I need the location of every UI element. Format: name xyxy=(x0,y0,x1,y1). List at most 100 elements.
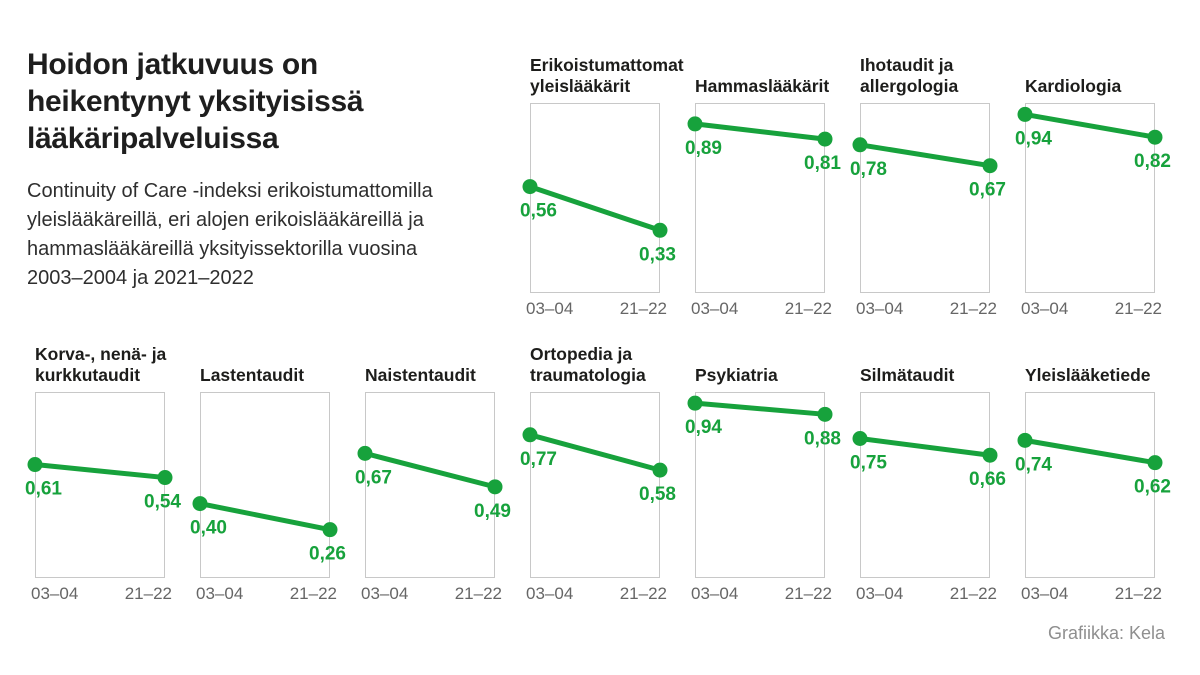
data-point-start xyxy=(687,395,703,411)
chart-title: Yleislääketiede xyxy=(1025,365,1151,385)
value-label-end: 0,54 xyxy=(144,492,181,513)
page-subtitle: Continuity of Care -indeksi erikoistumat… xyxy=(27,180,433,289)
data-point-end xyxy=(652,462,668,478)
data-point-start xyxy=(522,179,538,195)
value-label-start: 0,89 xyxy=(685,138,722,159)
x-axis-labels: 03–04 21–22 xyxy=(196,584,337,604)
value-label-end: 0,49 xyxy=(474,501,511,522)
x-axis-labels: 03–04 21–22 xyxy=(856,299,997,319)
x-tick-2122: 21–22 xyxy=(619,584,667,603)
x-tick-2122: 21–22 xyxy=(454,584,502,603)
data-point-end xyxy=(817,131,833,147)
value-label-start: 0,77 xyxy=(520,449,557,470)
x-tick-2122: 21–22 xyxy=(784,299,832,318)
line-chart-svg: 0,40 0,26 xyxy=(190,496,346,565)
data-point-end xyxy=(322,522,338,538)
chart-title: Lastentaudit xyxy=(200,365,305,385)
chart-plot-area: 0,61 0,54 xyxy=(25,392,181,578)
value-label-start: 0,74 xyxy=(1015,454,1052,475)
x-axis-labels: 03–04 21–22 xyxy=(1021,584,1162,604)
x-tick-0304: 03–04 xyxy=(361,584,409,603)
x-axis-labels: 03–04 21–22 xyxy=(856,584,997,604)
line-chart-svg: 0,94 0,88 xyxy=(685,395,841,449)
chart-title: Ihotaudit ja allergologia xyxy=(860,55,959,96)
data-point-start xyxy=(192,496,208,512)
chart-plot-area: 0,89 0,81 xyxy=(685,103,841,293)
x-axis-labels: 03–04 21–22 xyxy=(691,584,832,604)
chart-plot-area: 0,94 0,88 xyxy=(685,392,841,578)
data-point-start xyxy=(687,116,703,132)
chart-cell-5: Lastentaudit 0,40 0,26 03–04 21–22 xyxy=(190,336,346,604)
data-point-start xyxy=(522,427,538,443)
x-tick-2122: 21–22 xyxy=(124,584,172,603)
value-label-start: 0,56 xyxy=(520,201,557,222)
chart-plot-area: 0,94 0,82 xyxy=(1015,103,1171,293)
data-point-start xyxy=(357,445,373,461)
data-point-end xyxy=(1147,455,1163,471)
chart-cell-2: Ihotaudit ja allergologia 0,78 0,67 03–04 21–… xyxy=(850,47,1006,319)
value-label-end: 0,62 xyxy=(1134,477,1171,498)
x-tick-0304: 03–04 xyxy=(1021,584,1069,603)
value-label-end: 0,81 xyxy=(804,153,841,174)
data-point-end xyxy=(982,158,998,174)
chart-plot-area: 0,40 0,26 xyxy=(190,392,346,578)
line-chart-svg: 0,56 0,33 xyxy=(520,179,676,265)
chart-cell-7: Ortopedia ja traumatologia 0,77 0,58 03–04 21… xyxy=(520,336,676,604)
x-tick-2122: 21–22 xyxy=(949,584,997,603)
x-tick-2122: 21–22 xyxy=(619,299,667,318)
x-tick-2122: 21–22 xyxy=(949,299,997,318)
data-point-start xyxy=(1017,432,1033,448)
value-label-end: 0,26 xyxy=(309,544,346,565)
data-point-end xyxy=(817,406,833,422)
x-tick-0304: 03–04 xyxy=(1021,299,1069,318)
x-axis-labels: 03–04 21–22 xyxy=(31,584,172,604)
data-point-end xyxy=(652,222,668,238)
value-label-start: 0,61 xyxy=(25,479,62,500)
value-label-start: 0,94 xyxy=(685,417,722,438)
data-point-start xyxy=(852,137,868,153)
chart-title: Korva-, nenä- ja kurkkutaudit xyxy=(35,344,167,385)
chart-title: Erikoistumattomat yleislääkärit xyxy=(530,55,684,96)
x-tick-0304: 03–04 xyxy=(856,584,904,603)
x-tick-0304: 03–04 xyxy=(31,584,79,603)
line-chart-svg: 0,74 0,62 xyxy=(1015,432,1171,498)
x-tick-2122: 21–22 xyxy=(1114,299,1162,318)
value-label-start: 0,94 xyxy=(1015,128,1052,149)
value-label-start: 0,40 xyxy=(190,518,227,539)
x-tick-0304: 03–04 xyxy=(691,299,739,318)
chart-cell-3: Kardiologia 0,94 0,82 03–04 21–22 xyxy=(1015,47,1171,319)
data-point-start xyxy=(852,431,868,446)
value-label-end: 0,82 xyxy=(1134,151,1171,172)
data-point-start xyxy=(27,457,43,473)
chart-plot-area: 0,77 0,58 xyxy=(520,392,676,578)
data-point-end xyxy=(982,447,998,463)
chart-cell-0: Erikoistumattomat yleislääkärit 0,56 0,33 03… xyxy=(520,47,684,319)
data-point-end xyxy=(1147,129,1163,145)
value-label-start: 0,67 xyxy=(355,467,392,488)
line-chart-svg: 0,61 0,54 xyxy=(25,457,181,513)
line-chart-svg: 0,75 0,66 xyxy=(850,431,1006,490)
line-chart-svg: 0,77 0,58 xyxy=(520,427,676,505)
x-tick-0304: 03–04 xyxy=(526,299,574,318)
chart-plot-area: 0,74 0,62 xyxy=(1015,392,1171,578)
chart-cell-10: Yleislääketiede 0,74 0,62 03–04 21–22 xyxy=(1015,336,1171,604)
value-label-end: 0,66 xyxy=(969,469,1006,490)
value-label-start: 0,75 xyxy=(850,453,887,474)
x-tick-2122: 21–22 xyxy=(289,584,337,603)
x-axis-labels: 03–04 21–22 xyxy=(526,584,667,604)
chart-title: Psykiatria xyxy=(695,365,778,385)
x-tick-2122: 21–22 xyxy=(784,584,832,603)
value-label-end: 0,58 xyxy=(639,484,676,505)
value-label-end: 0,88 xyxy=(804,428,841,449)
chart-cell-8: Psykiatria 0,94 0,88 03–04 21–22 xyxy=(685,336,841,604)
chart-cell-4: Korva-, nenä- ja kurkkutaudit 0,61 0,54 03–0… xyxy=(25,336,181,604)
chart-plot-area: 0,75 0,66 xyxy=(850,392,1006,578)
x-axis-labels: 03–04 21–22 xyxy=(361,584,502,604)
chart-title: Kardiologia xyxy=(1025,76,1122,96)
x-tick-0304: 03–04 xyxy=(856,299,904,318)
data-point-end xyxy=(487,479,503,495)
chart-cell-9: Silmätaudit 0,75 0,66 03–04 21–22 xyxy=(850,336,1006,604)
x-axis-labels: 03–04 21–22 xyxy=(691,299,832,319)
chart-cell-6: Naistentaudit 0,67 0,49 03–04 21–22 xyxy=(355,336,511,604)
